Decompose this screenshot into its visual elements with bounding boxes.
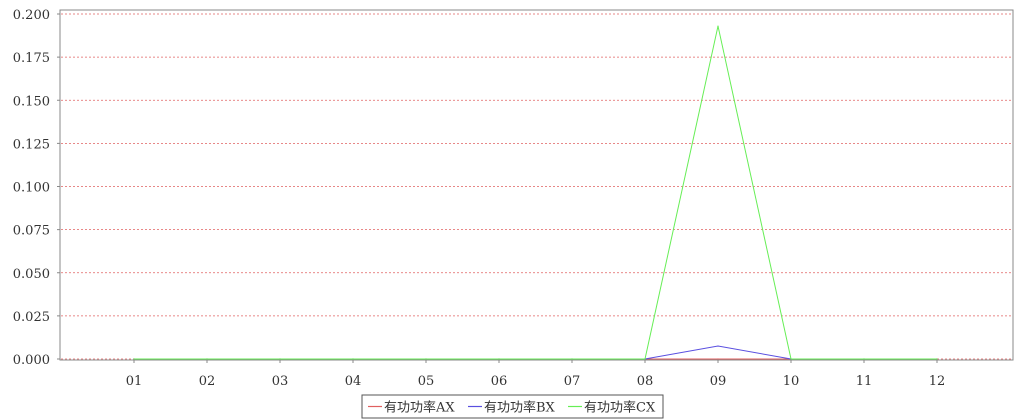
x-tick-label: 08 (637, 374, 654, 389)
y-tick-label: 0.075 (13, 224, 50, 239)
legend-label: 有功功率CX (584, 400, 656, 416)
x-tick-label: 10 (783, 374, 800, 389)
data-point (133, 358, 135, 360)
y-tick-label: 0.100 (13, 181, 50, 196)
plot-frame (59, 9, 1014, 361)
y-tick-label: 0.125 (13, 137, 50, 152)
y-tick-label: 0.050 (13, 267, 50, 282)
x-tick-label: 09 (710, 374, 727, 389)
legend-box (361, 394, 664, 419)
y-tick-label: 0.000 (13, 353, 50, 368)
data-point (717, 25, 719, 27)
series-lines (133, 25, 938, 360)
data-point (279, 358, 281, 360)
legend-label: 有功功率BX (484, 400, 556, 416)
data-point (717, 345, 719, 347)
data-point (352, 358, 354, 360)
data-point (936, 358, 938, 360)
data-point (425, 358, 427, 360)
x-tick-label: 01 (126, 374, 143, 389)
data-point (498, 358, 500, 360)
data-point (790, 358, 792, 360)
x-tick-label: 11 (856, 374, 873, 389)
x-tick-label: 05 (418, 374, 435, 389)
x-tick-label: 03 (272, 374, 289, 389)
legend: 有功功率AX 有功功率BX 有功功率CX (361, 394, 664, 419)
y-tick-label: 0.175 (13, 51, 50, 66)
series-line-2 (134, 345, 937, 360)
data-point (717, 358, 719, 360)
x-tick-label: 07 (564, 374, 581, 389)
y-axis-ticks: 0.000 0.025 0.050 0.075 0.100 0.125 0.150 0.175… (13, 8, 60, 368)
x-tick-label: 04 (345, 374, 362, 389)
y-tick-label: 0.200 (13, 8, 50, 23)
data-point (571, 358, 573, 360)
x-tick-label: 06 (491, 374, 508, 389)
data-point (644, 358, 646, 360)
y-tick-label: 0.025 (13, 310, 50, 325)
grid-lines (61, 13, 1012, 360)
x-tick-label: 02 (199, 374, 216, 389)
x-axis-ticks: 01 02 03 04 05 06 07 08 09 10 11 12 (126, 360, 946, 389)
x-tick-label: 12 (929, 374, 946, 389)
legend-label: 有功功率AX (384, 400, 455, 416)
y-tick-label: 0.150 (13, 94, 50, 109)
data-point (863, 358, 865, 360)
data-point (206, 358, 208, 360)
series-line-3 (134, 25, 937, 360)
